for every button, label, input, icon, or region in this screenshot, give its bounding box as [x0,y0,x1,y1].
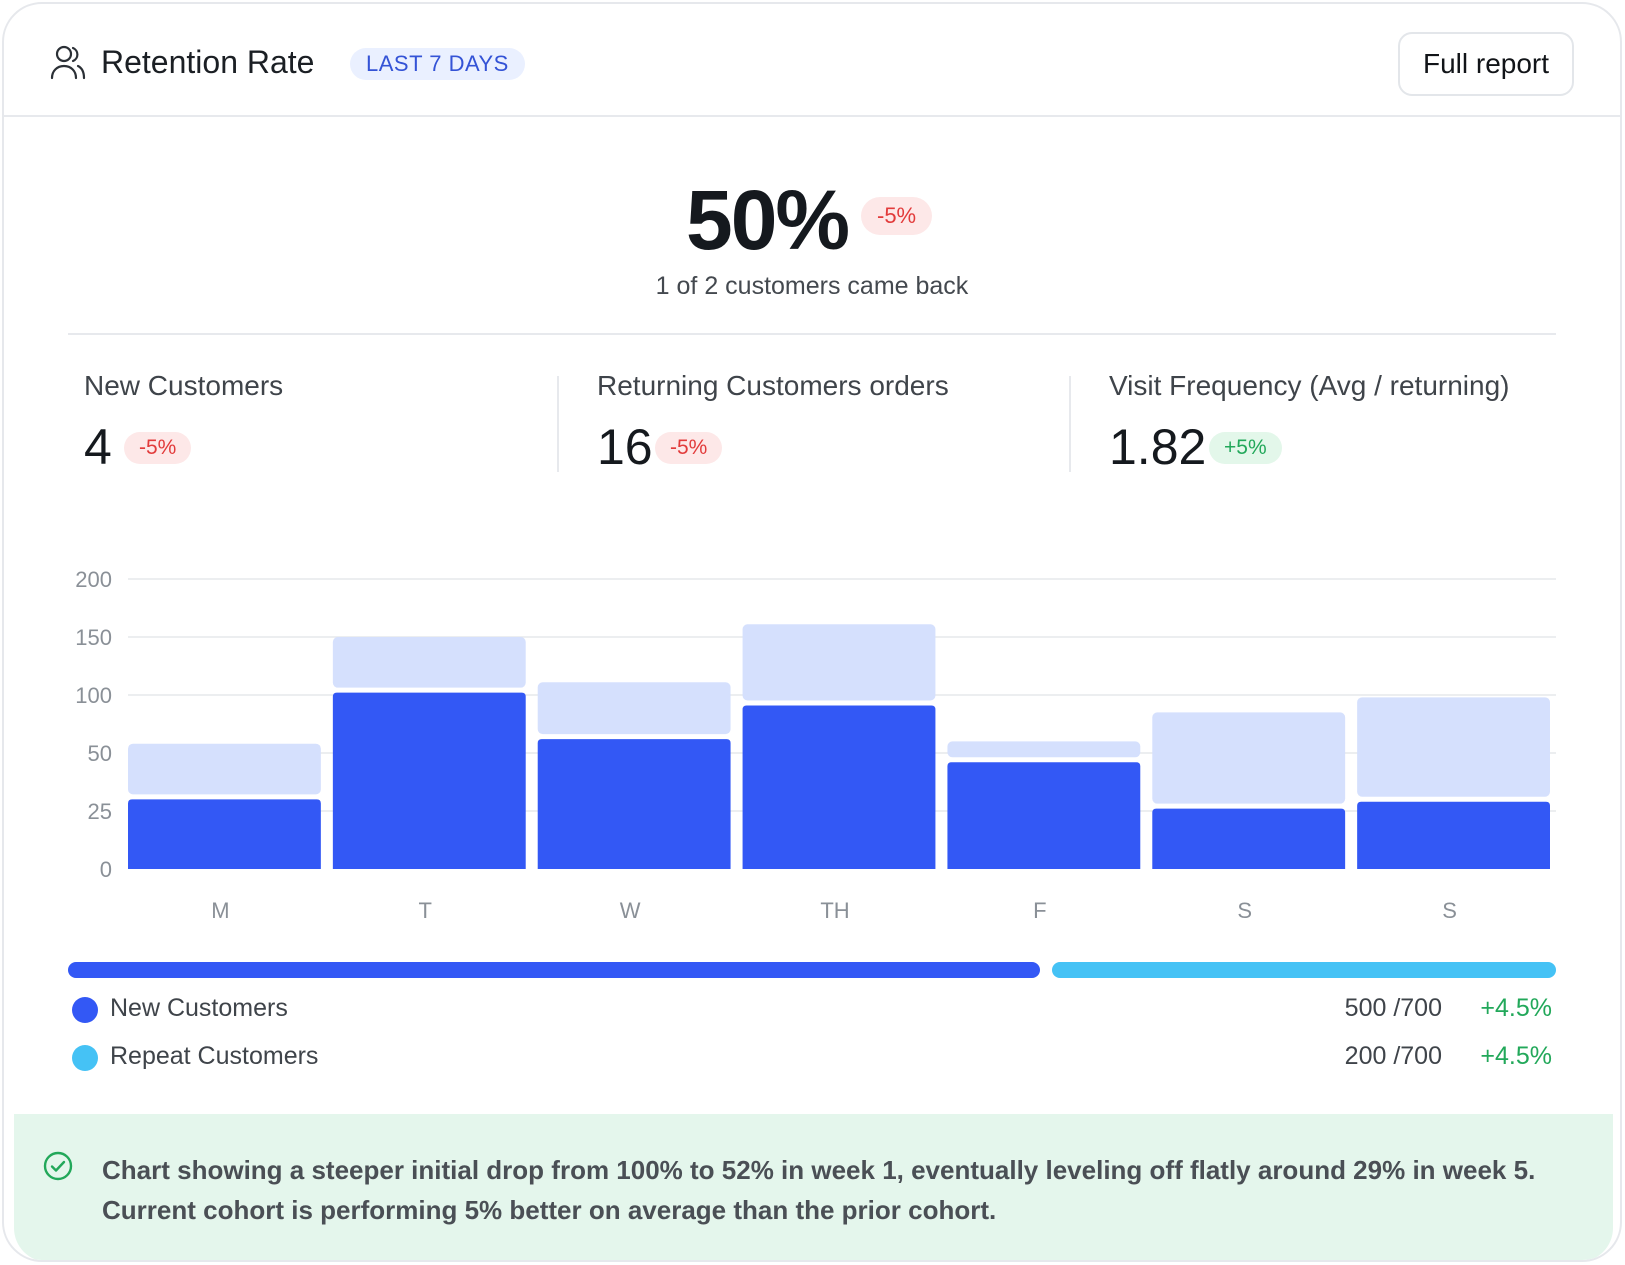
y-tick-label: 100 [75,683,112,708]
legend-label: Repeat Customers [110,1042,319,1070]
divider [68,333,1556,335]
metric-change-badge: -5% [124,432,192,464]
legend-dot [72,1045,98,1071]
metric-returning-orders: Returning Customers orders 16 -5% [597,370,1077,480]
x-tick-label: S [1237,898,1252,923]
metric-label: New Customers [84,370,284,401]
bar-new-customers [1357,801,1550,869]
legend-change: +4.5% [1480,994,1552,1022]
bar-new-customers [128,799,321,869]
y-tick-label: 50 [88,741,112,766]
metric-visit-frequency: Visit Frequency (Avg / returning) 1.82 +… [1109,370,1589,480]
new-customers-share-bar [68,962,1040,978]
metric-new-customers: New Customers 4 -5% [84,370,564,480]
metric-value: 16 [597,419,653,475]
legend-dot [72,997,98,1023]
y-tick-label: 25 [88,799,112,824]
legend-change: +4.5% [1480,1042,1552,1070]
bar-repeat-customers [947,741,1141,758]
y-tick-label: 150 [75,625,112,650]
check-circle-icon [43,1151,73,1181]
card-title: Retention Rate [101,44,315,80]
bar-repeat-customers [1357,697,1550,797]
metric-label: Visit Frequency (Avg / returning) [1109,370,1510,401]
bar-repeat-customers [537,682,731,735]
card-header: Retention Rate LAST 7 DAYS Full report [4,4,1620,117]
bar-new-customers [742,705,936,869]
metric-value: 1.82 [1109,419,1207,475]
legend-row-repeat: Repeat Customers 200 /700 +4.5% [72,1038,1552,1078]
insight-text: Chart showing a steeper initial drop fro… [102,1155,1536,1225]
x-tick-label: F [1033,898,1046,923]
legend-value: 500 /700 [1344,994,1442,1022]
users-icon [50,45,86,80]
bar-chart: 200 150 100 50 25 0 M T W TH F S S [4,559,1620,929]
full-report-button[interactable]: Full report [1398,32,1574,96]
legend-label: New Customers [110,994,288,1022]
bar-repeat-customers [332,637,526,688]
legend-value: 200 /700 [1344,1042,1442,1070]
bar-repeat-customers [1152,712,1346,804]
x-tick-label: TH [820,898,849,923]
x-tick-label: M [211,898,229,923]
bar-new-customers [537,739,731,869]
insight-note: Chart showing a steeper initial drop fro… [14,1114,1613,1260]
y-tick-label: 200 [75,567,112,592]
x-tick-label: S [1442,898,1457,923]
metric-divider [557,376,559,472]
bar-repeat-customers [742,624,936,701]
bar-new-customers [1152,808,1346,869]
retention-change-badge: -5% [861,197,933,235]
x-tick-label: T [419,898,432,923]
y-tick-label: 0 [100,857,112,882]
retention-subtitle: 1 of 2 customers came back [655,272,969,300]
metric-change-badge: +5% [1209,432,1282,464]
bar-new-customers [947,762,1141,869]
legend-row-new: New Customers 500 /700 +4.5% [72,990,1552,1030]
metric-label: Returning Customers orders [597,370,949,401]
metric-change-badge: -5% [655,432,723,464]
metric-value: 4 [84,419,112,475]
retention-value: 50% [686,173,850,267]
x-tick-label: W [620,898,641,923]
date-range-badge[interactable]: LAST 7 DAYS [350,48,525,80]
repeat-customers-share-bar [1052,962,1556,978]
bar-repeat-customers [128,743,321,795]
bar-new-customers [332,692,526,869]
bar-chart-svg: 200 150 100 50 25 0 M T W TH F S S [75,567,1556,923]
metric-divider [1069,376,1071,472]
